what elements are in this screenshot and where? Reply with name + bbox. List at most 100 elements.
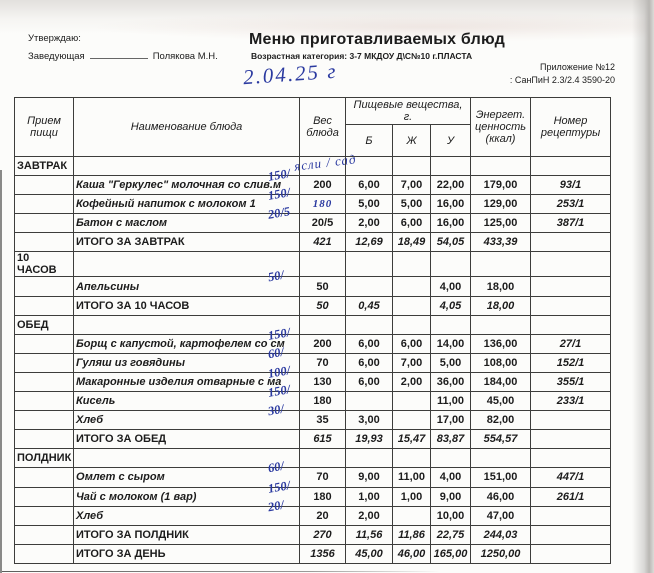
cell-kcal bbox=[470, 251, 531, 278]
handwritten-weight-value: 180 bbox=[312, 198, 333, 211]
cell-kcal: 179,00 bbox=[470, 175, 531, 196]
cell-meal: 10 ЧАСОВ bbox=[14, 251, 74, 278]
cell-kcal: 433,39 bbox=[470, 232, 531, 253]
cell-zh: 18,49 bbox=[392, 232, 431, 253]
dish-row: Каша "Геркулес" молочная со слив.м 150/20… bbox=[14, 166, 611, 196]
weight-value: 615 bbox=[313, 433, 332, 446]
cell-meal bbox=[14, 194, 74, 215]
weight-value: 180 bbox=[313, 395, 332, 408]
cell-meal bbox=[14, 429, 74, 450]
cell-weight bbox=[299, 314, 346, 335]
cell-zh: 7,00 bbox=[392, 175, 431, 196]
weight-value: 35 bbox=[316, 414, 329, 427]
cell-u: 10,00 bbox=[430, 505, 471, 526]
cell-kcal bbox=[470, 314, 531, 335]
cell-weight: 60/70 bbox=[267, 459, 346, 488]
weight-value: 70 bbox=[316, 356, 329, 369]
meal-section-row: ПОЛДНИК bbox=[14, 448, 611, 469]
cell-b: 6,00 bbox=[345, 175, 393, 196]
cell-zh: 6,00 bbox=[392, 213, 431, 234]
cell-zh: 2,00 bbox=[392, 371, 431, 393]
cell-kcal: 151,00 bbox=[470, 467, 531, 488]
cell-kcal: 18,00 bbox=[470, 295, 531, 316]
header-meal: Прием пищи bbox=[14, 97, 74, 157]
dish-row: Омлет с сыром 60/70 9,00 11,00 4,00 151,00 447… bbox=[14, 459, 611, 488]
header-dish-name: Наименование блюда bbox=[73, 97, 300, 157]
cell-kcal: 18,00 bbox=[470, 276, 531, 297]
cell-weight: 150/200 bbox=[267, 325, 346, 354]
header-carbs: У bbox=[430, 124, 471, 157]
cell-u: 54,05 bbox=[430, 232, 471, 253]
cell-meal bbox=[14, 467, 74, 488]
cell-b: 6,00 bbox=[345, 352, 393, 373]
cell-recipe bbox=[530, 314, 611, 335]
cell-weight: 270 bbox=[299, 524, 346, 545]
cell-recipe: 233/1 bbox=[530, 391, 611, 412]
total-row: ИТОГО ЗА 10 ЧАСОВ 50 0,45 4,05 18,00 bbox=[14, 295, 611, 316]
cell-zh bbox=[392, 314, 431, 335]
cell-kcal: 47,00 bbox=[470, 505, 531, 526]
cell-recipe bbox=[530, 543, 611, 564]
cell-name bbox=[73, 251, 300, 278]
cell-b bbox=[345, 448, 393, 469]
cell-recipe bbox=[530, 448, 611, 469]
cell-zh: 11,00 bbox=[392, 467, 431, 488]
dish-row: Апельсины 50/50 4,00 18,00 bbox=[14, 268, 611, 297]
total-row: ИТОГО ЗА ДЕНЬ 1356 45,00 46,00 165,00 1250,00 bbox=[14, 543, 611, 564]
cell-zh bbox=[392, 251, 431, 278]
header-energy: Энергет. ценность (ккал) bbox=[470, 97, 531, 157]
dish-row: Чай с молоком (1 вар) 150/180 1,00 1,00 9,00… bbox=[14, 478, 611, 507]
cell-recipe: 93/1 bbox=[530, 175, 611, 196]
cell-u: 83,87 bbox=[430, 429, 471, 450]
header-nutrients: Пищевые вещества, г. bbox=[345, 97, 471, 125]
dish-row: Хлеб 30/35 3,00 17,00 82,00 bbox=[14, 402, 611, 431]
cell-u: 4,00 bbox=[430, 467, 471, 488]
weight-value: 20/5 bbox=[311, 217, 334, 230]
meal-section-row: 10 ЧАСОВ bbox=[14, 251, 611, 278]
cell-meal: ПОЛДНИК bbox=[14, 448, 74, 469]
cell-weight: 421 bbox=[299, 232, 346, 253]
cell-recipe bbox=[530, 155, 611, 177]
cell-u: 4,05 bbox=[430, 295, 471, 316]
cell-meal bbox=[14, 276, 74, 297]
meal-section-row: ЗАВТРАК bbox=[14, 155, 611, 177]
cell-recipe bbox=[530, 429, 611, 450]
cell-name: ИТОГО ЗА ДЕНЬ bbox=[73, 543, 300, 564]
handwritten-portion-note: 150/ bbox=[266, 477, 292, 496]
cell-recipe bbox=[530, 524, 611, 545]
cell-weight: 50 bbox=[299, 295, 346, 316]
cell-zh: 15,47 bbox=[392, 429, 431, 450]
cell-zh: 1,00 bbox=[392, 486, 431, 507]
cell-name: ИТОГО ЗА ОБЕД bbox=[73, 429, 300, 450]
dish-row: Макаронные изделия отварные с ма 100/130 6… bbox=[14, 363, 611, 393]
cell-u: 11,00 bbox=[430, 391, 471, 412]
cell-meal bbox=[14, 295, 74, 316]
cell-name: Чай с молоком (1 вар) bbox=[73, 486, 300, 507]
head-name-label: Полякова М.Н. bbox=[152, 51, 218, 62]
cell-zh bbox=[392, 505, 431, 526]
cell-recipe: 27/1 bbox=[530, 333, 611, 354]
cell-weight: 1356 bbox=[299, 543, 346, 564]
cell-u: 9,00 bbox=[430, 486, 471, 507]
handwritten-portion-note: 30/ bbox=[266, 401, 285, 419]
cell-kcal: 45,00 bbox=[470, 391, 531, 412]
cell-kcal: 46,00 bbox=[470, 486, 531, 507]
menu-table: Прием пищи Наименование блюда Вес блюда … bbox=[14, 97, 611, 564]
dish-row: Гуляш из говядины 60/70 6,00 7,00 5,00 108,00… bbox=[14, 345, 611, 373]
cell-b: 19,93 bbox=[345, 429, 393, 450]
scan-smear bbox=[90, 12, 650, 42]
cell-weight: 150/180 bbox=[267, 185, 346, 215]
cell-b: 2,00 bbox=[345, 213, 393, 234]
cell-zh bbox=[392, 448, 431, 469]
cell-zh: 6,00 bbox=[392, 333, 431, 354]
cell-weight: 60/70 bbox=[267, 345, 346, 373]
cell-weight: 150/200 bbox=[267, 166, 346, 196]
cell-name bbox=[73, 448, 300, 469]
cell-recipe bbox=[530, 295, 611, 316]
cell-name bbox=[73, 314, 300, 335]
handwritten-portion-note: 60/ bbox=[266, 344, 285, 362]
menu-table-body: ЗАВТРАК Каша "Геркулес" молочная со слив.… bbox=[14, 155, 611, 564]
handwritten-portion-note: 20/ bbox=[266, 497, 285, 514]
cell-kcal bbox=[470, 155, 531, 177]
signature-underline bbox=[89, 49, 148, 59]
